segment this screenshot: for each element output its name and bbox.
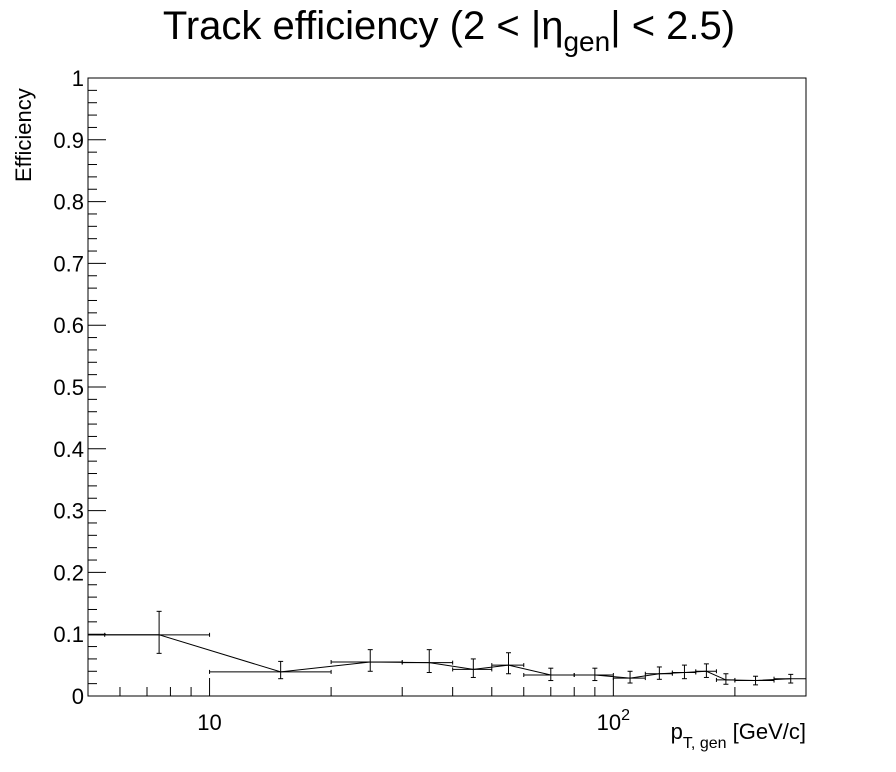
data-point	[715, 673, 736, 685]
y-tick-label: 0	[72, 684, 84, 709]
data-point	[491, 652, 525, 675]
y-axis: 0 0.1 0.2 0.3 0.4 0.5 0.6 0.7 0.8 0.9 1	[53, 66, 106, 709]
y-tick-label: 0.7	[53, 251, 84, 276]
y-tick-label: 0.2	[53, 560, 84, 585]
data-point	[734, 675, 775, 686]
data-point	[87, 610, 211, 654]
data-point	[452, 658, 493, 678]
x-tick-label: 102	[597, 707, 630, 735]
data-point	[330, 649, 403, 672]
y-axis-label: Efficiency	[11, 88, 36, 182]
y-tick-label: 1	[72, 66, 84, 91]
y-tick-label: 0.6	[53, 313, 84, 338]
data-series	[87, 610, 807, 686]
y-tick-label: 0.5	[53, 375, 84, 400]
y-tick-label: 0.8	[53, 190, 84, 215]
plot-frame	[87, 77, 807, 697]
chart-title: Track efficiency (2 < |ηgen| < 2.5)	[163, 4, 735, 57]
y-tick-label: 0.9	[53, 128, 84, 153]
y-tick-label: 0.1	[53, 622, 84, 647]
y-tick-label: 0.4	[53, 437, 84, 462]
y-tick-label: 0.3	[53, 499, 84, 524]
x-axis: 10 102	[87, 678, 807, 735]
data-point	[401, 649, 454, 674]
data-point	[573, 667, 614, 682]
x-axis-label: pT, gen [GeV/c]	[671, 719, 806, 752]
data-point	[612, 670, 646, 684]
x-tick-label: 10	[197, 710, 221, 735]
series-line	[96, 634, 791, 682]
data-point	[644, 666, 673, 680]
data-point	[671, 664, 697, 680]
data-point	[773, 673, 807, 684]
data-point	[209, 660, 332, 680]
data-point	[695, 663, 717, 678]
